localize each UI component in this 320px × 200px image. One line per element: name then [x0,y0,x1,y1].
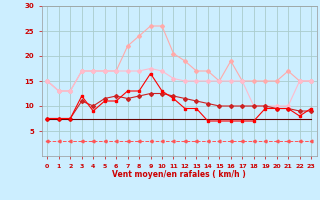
X-axis label: Vent moyen/en rafales ( km/h ): Vent moyen/en rafales ( km/h ) [112,170,246,179]
